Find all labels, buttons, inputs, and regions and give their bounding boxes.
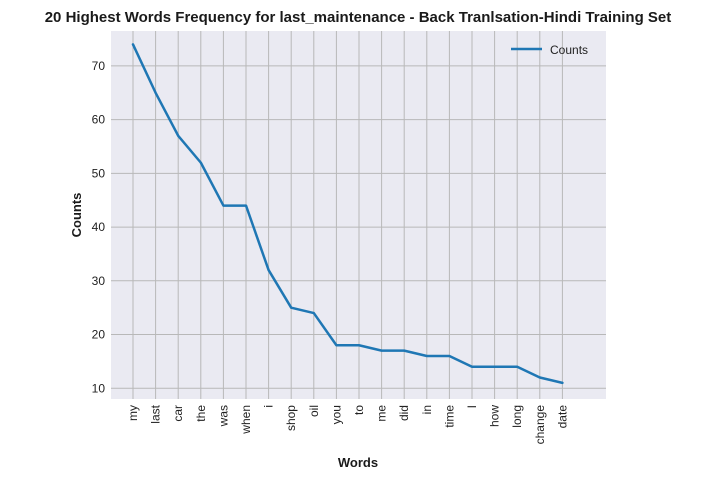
x-tick-label: date — [555, 405, 569, 429]
x-tick-label: to — [352, 405, 366, 415]
x-tick-label: in — [420, 405, 434, 414]
x-tick-label: long — [510, 405, 524, 428]
chart-title: 20 Highest Words Frequency for last_main… — [45, 9, 672, 26]
data-point — [313, 312, 315, 314]
data-point — [200, 161, 202, 164]
x-tick-label: shop — [284, 405, 298, 431]
y-tick-label: 10 — [92, 381, 106, 395]
x-tick-label: was — [216, 405, 230, 427]
x-tick-label: time — [442, 405, 456, 428]
legend: Counts — [511, 43, 588, 57]
data-point — [493, 365, 496, 368]
y-tick-label: 60 — [92, 113, 106, 127]
x-tick-label: last — [149, 404, 163, 423]
x-tick-label: how — [488, 405, 502, 427]
x-tick-label: you — [329, 405, 343, 424]
data-point — [335, 344, 338, 347]
x-axis-label: Words — [338, 455, 378, 470]
x-tick-label: me — [375, 405, 389, 422]
data-point — [380, 349, 383, 352]
y-tick-label: 20 — [92, 328, 106, 342]
data-point — [245, 204, 247, 207]
data-point — [516, 365, 518, 368]
data-point — [471, 365, 473, 368]
series-line — [131, 43, 564, 385]
y-tick-label: 30 — [92, 274, 106, 288]
legend-label: Counts — [550, 43, 588, 57]
series-layer — [131, 43, 564, 385]
x-tick-label: car — [171, 405, 185, 422]
x-tick-label: the — [194, 405, 208, 422]
data-point — [154, 91, 157, 94]
data-point — [222, 204, 225, 207]
y-tick-label: 50 — [92, 166, 106, 180]
data-point — [448, 355, 451, 357]
data-point — [561, 382, 564, 384]
x-tick-label: change — [533, 405, 547, 445]
data-point — [290, 306, 293, 309]
y-tick-label: 40 — [92, 220, 106, 234]
data-point — [267, 269, 270, 271]
x-tick-label: when — [239, 405, 253, 435]
data-point — [403, 349, 406, 352]
data-point — [132, 43, 134, 46]
y-tick-label: 70 — [92, 59, 106, 73]
x-tick-label: did — [397, 405, 411, 421]
y-axis-label: Counts — [69, 193, 84, 238]
data-point — [426, 355, 428, 357]
x-tick-label: oil — [307, 405, 321, 417]
x-tick-label: i — [262, 405, 276, 408]
data-point — [177, 134, 179, 137]
x-axis-ticks: my last car the was when i shop oil you to me did in t… — [126, 404, 569, 444]
data-point — [539, 376, 541, 379]
x-tick-label: my — [126, 405, 140, 421]
data-point — [358, 344, 360, 347]
x-tick-label: I — [465, 405, 479, 408]
y-axis-ticks: 10 20 30 40 50 60 70 — [92, 59, 106, 395]
